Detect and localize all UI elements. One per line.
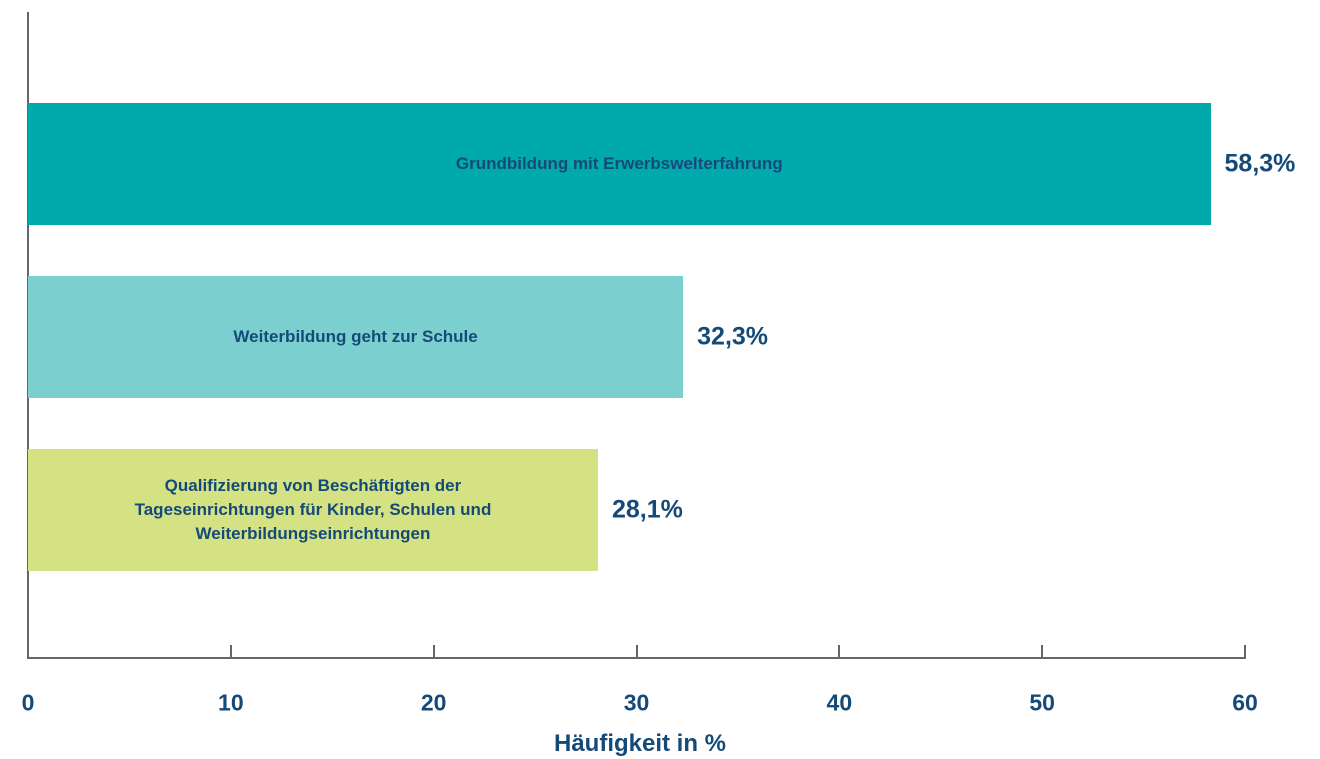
value-label: 58,3%	[1224, 149, 1296, 178]
x-axis-label: Häufigkeit in %	[553, 730, 727, 757]
category-label: Qualifizierung von Beschäftigten der Tag…	[134, 476, 492, 543]
x-tick	[229, 645, 232, 658]
x-tick-label: 10	[218, 689, 244, 716]
x-tick-label: 30	[623, 689, 650, 716]
x-tick-label: 20	[420, 689, 447, 716]
category-label: Grundbildung mit Erwerbswelterfahrung	[455, 154, 783, 173]
value-label: 28,1%	[611, 495, 683, 524]
x-tick-label: 40	[826, 689, 853, 716]
x-tick	[27, 645, 29, 658]
bar: Weiterbildung geht zur Schule	[28, 276, 684, 398]
bar: Grundbildung mit Erwerbswelterfahrung	[28, 103, 1211, 225]
x-tick	[432, 645, 435, 658]
x-tick	[1041, 645, 1044, 658]
x-axis	[27, 657, 1246, 659]
x-tick	[838, 645, 841, 658]
x-tick	[1244, 645, 1246, 658]
value-label: 32,3%	[697, 322, 769, 351]
category-label: Weiterbildung geht zur Schule	[233, 327, 478, 346]
x-tick-label: 50	[1029, 689, 1055, 716]
x-tick-label: 60	[1232, 689, 1258, 716]
x-tick	[635, 645, 638, 658]
x-tick-label: 0	[21, 689, 35, 716]
bar: Qualifizierung von Beschäftigten der Tag…	[28, 449, 598, 571]
